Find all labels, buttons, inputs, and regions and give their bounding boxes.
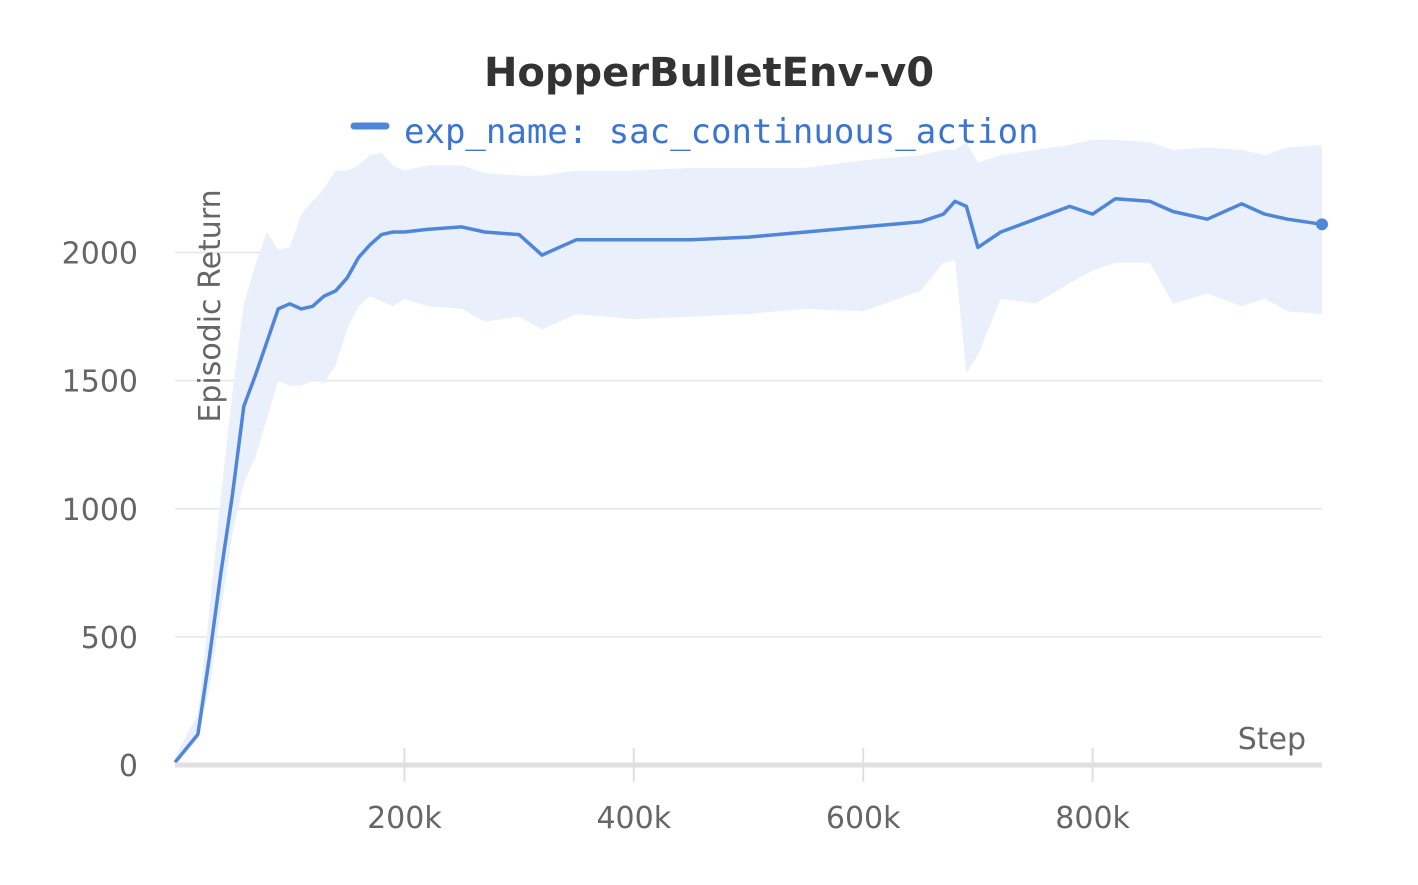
x-tick-label: 200k [367,801,442,836]
confidence-band [175,139,1322,766]
x-tick-label: 800k [1055,801,1130,836]
y-tick-label: 1000 [62,493,138,528]
x-tick-label: 400k [596,801,671,836]
legend-label: exp_name: sac_continuous_action [404,112,1039,152]
y-axis-ticks: 0 500 1000 1500 2000 [62,237,138,785]
band-area [175,139,1322,766]
y-tick-label: 0 [119,749,138,784]
x-tick-label: 600k [826,801,901,836]
legend: exp_name: sac_continuous_action [350,112,1039,152]
y-axis-label: Episodic Return [193,189,228,422]
y-tick-label: 500 [81,621,138,656]
x-axis-ticks: 200k 400k 600k 800k [367,748,1131,836]
y-tick-label: 1500 [62,365,138,400]
series-line-layer [173,196,1328,764]
chart-title: HopperBulletEnv-v0 [484,50,934,96]
y-tick-label: 2000 [62,237,138,272]
x-axis-label: Step [1238,722,1306,757]
series-end-point [1316,218,1328,231]
series-line [173,196,1323,764]
